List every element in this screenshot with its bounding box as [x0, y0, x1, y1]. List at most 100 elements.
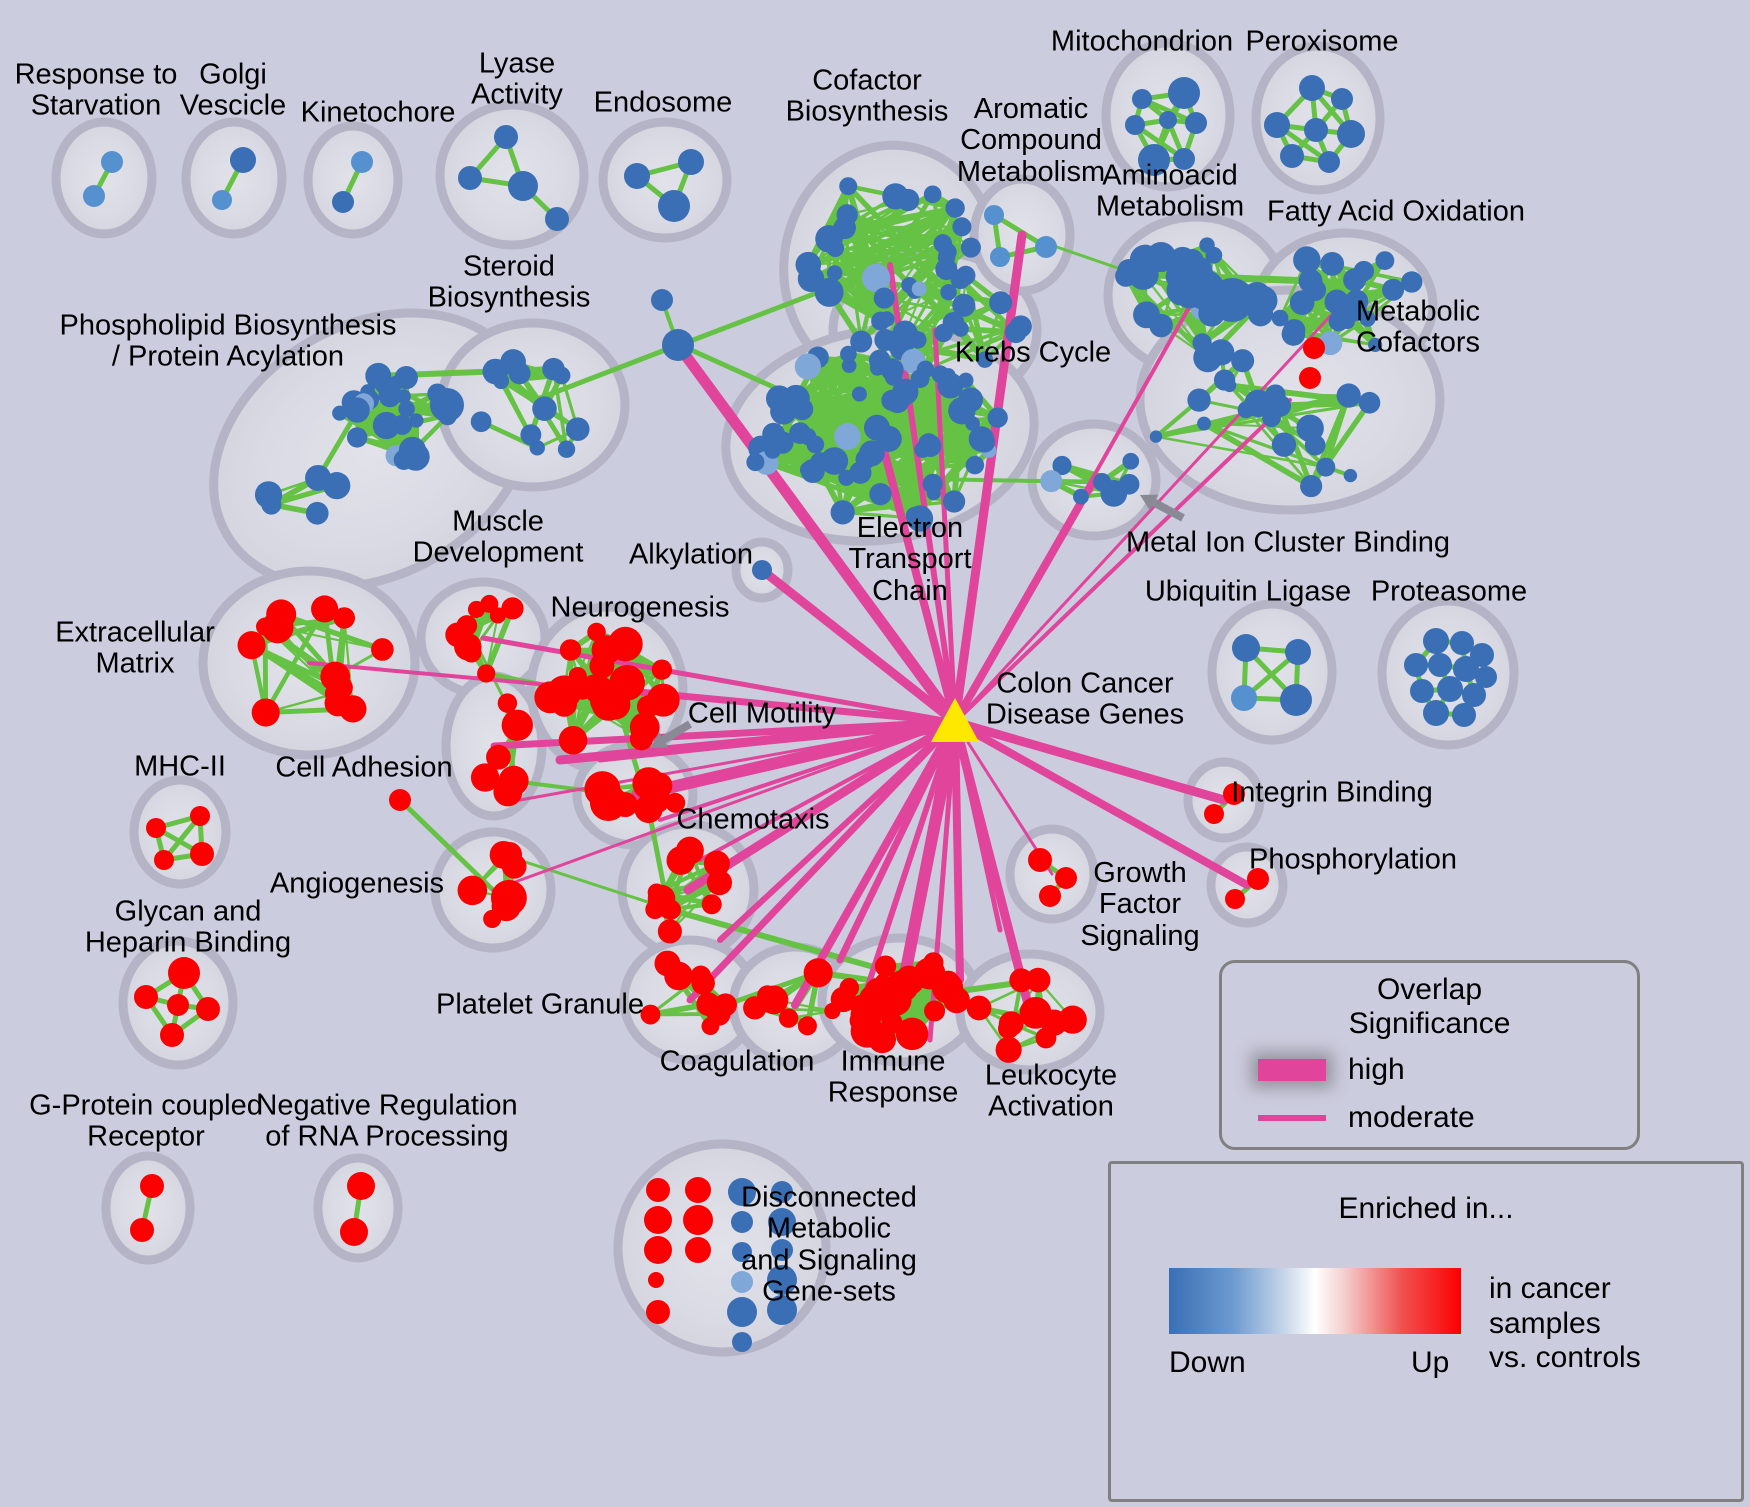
node-electron-transport-chain	[906, 505, 934, 532]
hub-node[interactable]	[931, 698, 979, 742]
hub-spoke-1	[757, 565, 960, 727]
node-krebs-cycle	[989, 291, 1013, 315]
node-fatty-acid-oxidation	[1304, 279, 1327, 301]
node-mitochondrion	[1132, 89, 1152, 109]
node-leukocyte-activation	[1025, 967, 1051, 993]
hub-spoke-29	[952, 719, 1003, 933]
node-cell-adhesion	[498, 765, 529, 796]
node-metabolic-cofactors	[1222, 378, 1237, 393]
metal-ion-cluster-binding-arrow-head	[1140, 494, 1159, 511]
node-fatty-acid-oxidation	[1368, 337, 1383, 353]
edge-cofactor-biosynthesis	[844, 211, 946, 247]
cluster-halo-endosome	[598, 117, 732, 243]
node-alkylation	[752, 560, 772, 580]
node-cofactor-biosynthesis	[897, 188, 920, 212]
cell-motility-arrow	[661, 720, 693, 744]
node-cofactor-biosynthesis	[836, 204, 858, 226]
node-peroxisome	[1318, 151, 1340, 173]
colon-cancer-disease-genes-hub[interactable]	[931, 698, 979, 742]
node-proteasome	[1452, 703, 1476, 727]
node-proteasome	[1462, 683, 1486, 707]
node-cell-motility	[665, 792, 686, 813]
node-phospholipid-biosynthesis	[409, 413, 424, 428]
node-disconnected	[727, 1297, 757, 1327]
node-extracellular-matrix	[320, 661, 351, 692]
node-extracellular-matrix	[266, 599, 297, 630]
node-metal-ion-cluster-binding	[1073, 488, 1089, 505]
node-endosome	[658, 190, 690, 222]
hub-spoke-3	[932, 327, 958, 725]
node-aminoacid-metabolism	[1205, 246, 1223, 264]
node-disconnected	[644, 1206, 672, 1234]
node-coagulation	[759, 985, 789, 1015]
node-metabolic-cofactors	[1271, 432, 1297, 457]
node-muscle-development	[445, 622, 470, 648]
node-fatty-acid-oxidation	[1359, 310, 1376, 327]
node-electron-transport-chain	[800, 459, 825, 484]
node-lyase-activity	[545, 207, 569, 231]
cell-motility-arrow-head	[650, 732, 669, 748]
node-electron-transport-chain	[910, 369, 930, 389]
node-steroid-hub	[430, 388, 464, 422]
node-chemotaxis	[657, 919, 682, 944]
node-growth-factor-signaling	[1028, 848, 1052, 872]
node-chemotaxis	[701, 894, 722, 915]
node-platelet-granule	[640, 1004, 661, 1025]
node-immune-response	[866, 994, 894, 1022]
node-cofactor-biosynthesis	[940, 284, 957, 301]
edge	[502, 853, 673, 912]
node-steroid-biosynthesis	[520, 424, 542, 446]
node-mitochondrion	[1173, 148, 1195, 170]
node-phospholipid-biosynthesis	[344, 397, 370, 423]
hub-spoke-15	[683, 717, 960, 895]
overlap-legend-row-high: high	[1258, 1053, 1405, 1087]
node-metabolic-cofactor-up	[1303, 337, 1325, 359]
edge-cofactor-biosynthesis	[832, 197, 911, 276]
enrichment-high-label: Up	[1411, 1346, 1450, 1379]
node-coagulation	[803, 958, 833, 988]
node-fatty-acid-oxidation	[1343, 268, 1367, 292]
node-cofactor-biosynthesis	[945, 198, 965, 218]
hub-spoke-27	[836, 718, 959, 964]
node-bridge-steroid	[651, 289, 673, 311]
node-platelet-granule	[696, 992, 721, 1017]
node-electron-transport-chain	[974, 431, 995, 453]
node-mhc-ii	[154, 850, 174, 870]
hub-spoke-21	[953, 720, 1054, 876]
node-steroid-biosynthesis	[532, 396, 557, 421]
node-phospholipid-biosynthesis	[378, 384, 402, 408]
node-coagulation	[797, 1016, 817, 1036]
node-kinetochore	[351, 151, 373, 173]
node-metal-ion-cluster-binding	[1052, 455, 1072, 476]
node-platelet-granule	[654, 950, 681, 977]
node-disconnected	[731, 1271, 753, 1293]
node-steroid-biosynthesis	[470, 411, 492, 433]
node-proteasome	[1423, 700, 1449, 726]
hub-spoke-32	[698, 720, 957, 862]
node-disconnected	[731, 1211, 753, 1233]
node-electron-transport-chain	[794, 353, 821, 380]
node-electron-transport-chain	[868, 349, 891, 372]
node-cofactor-biosynthesis	[923, 185, 942, 204]
hub-edges	[307, 230, 1347, 1043]
node-electron-transport-chain	[884, 367, 903, 386]
node-growth-factor-signaling	[1055, 867, 1077, 889]
node-immune-response	[886, 970, 919, 1003]
node-metabolic-cofactors	[1197, 416, 1211, 431]
node-extracellular-matrix	[251, 698, 280, 727]
node-metabolic-cofactors	[1231, 349, 1255, 373]
node-peroxisome	[1331, 88, 1353, 110]
node-electron-transport-chain	[799, 428, 817, 446]
node-electron-transport-chain	[948, 397, 976, 425]
node-fatty-acid-oxidation	[1281, 322, 1306, 346]
node-bridge-steroid	[662, 329, 694, 361]
node-cofactor-biosynthesis	[850, 330, 873, 353]
node-electron-transport-chain	[820, 447, 849, 475]
node-phospholipid-biosynthesis	[396, 389, 411, 404]
node-neurogenesis	[583, 674, 603, 695]
node-chemotaxis	[706, 870, 733, 896]
node-leukocyte-activation	[1019, 996, 1052, 1029]
node-steroid-biosynthesis	[482, 358, 509, 385]
node-metabolic-cofactors	[1149, 430, 1163, 443]
node-electron-transport-chain	[851, 386, 867, 402]
